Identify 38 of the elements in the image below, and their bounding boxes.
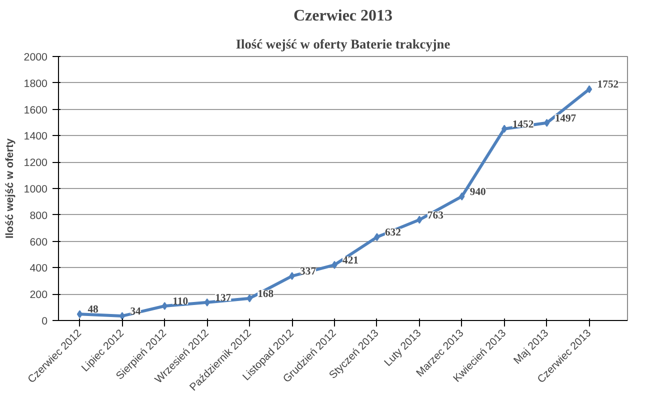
data-label: 632 (384, 228, 401, 239)
data-label: 168 (258, 288, 274, 300)
point (246, 294, 252, 302)
y-tick-label: 200 (30, 289, 48, 302)
point (289, 272, 295, 280)
y-axis-title: Ilość wejść w oferty (4, 138, 16, 239)
y-tick-label: 0 (42, 316, 48, 328)
point (586, 85, 592, 94)
point (544, 118, 550, 127)
y-tick-label: 1000 (24, 184, 48, 196)
point (502, 124, 508, 133)
point (416, 216, 422, 224)
data-label: 763 (427, 210, 444, 222)
data-label: 34 (130, 306, 142, 318)
y-tick-label: 1400 (24, 130, 48, 143)
y-tick-label: 1600 (24, 104, 48, 116)
data-label: 940 (470, 186, 486, 198)
point (76, 310, 83, 318)
point (119, 312, 126, 320)
point (204, 298, 210, 306)
point (459, 192, 465, 200)
point (162, 302, 168, 310)
chart-subtitle: Ilość wejść w oferty Baterie trakcyjne (236, 36, 450, 52)
point (374, 233, 380, 242)
y-tick-label: 2000 (24, 52, 48, 64)
y-tick-label: 600 (30, 236, 48, 248)
data-label: 1497 (554, 113, 577, 124)
chart-title: Czerwiec 2013 (293, 8, 393, 24)
y-tick-label: 1800 (24, 78, 48, 90)
y-tick-label: 800 (30, 210, 48, 222)
data-label: 1752 (597, 80, 619, 91)
data-label: 337 (300, 266, 317, 278)
y-tick-label: 400 (30, 262, 48, 275)
data-label: 421 (342, 255, 358, 266)
data-label: 1452 (512, 119, 534, 130)
point (332, 260, 338, 269)
data-label: 48 (88, 304, 98, 316)
y-tick-label: 1200 (24, 157, 48, 170)
